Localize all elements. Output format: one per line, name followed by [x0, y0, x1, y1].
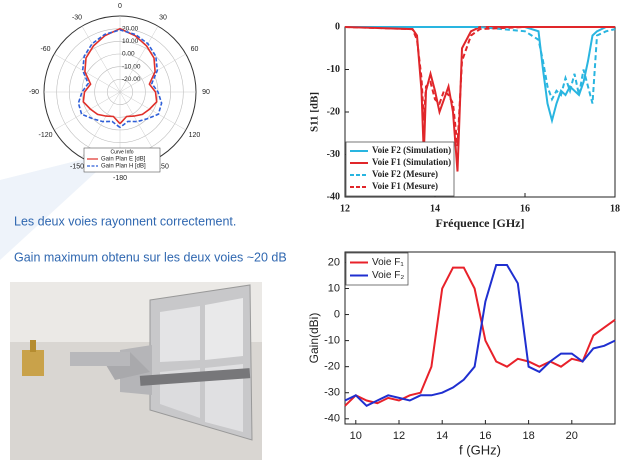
- y-axis-label: S11 [dB]: [309, 92, 321, 132]
- x-tick-label: 18: [610, 203, 620, 214]
- y-tick-label: -40: [327, 191, 340, 202]
- x-tick-label: 12: [393, 430, 405, 442]
- spoke: [54, 53, 121, 93]
- x-tick-label: 16: [520, 203, 530, 214]
- r-tick-label: 0.00: [122, 51, 135, 58]
- x-tick-label: 10: [350, 430, 362, 442]
- x-tick-label: 20: [566, 430, 578, 442]
- s11-chart: 12 14 16 18 -40 -30 -20 -10 0 Fréquence [GHz] S11 …: [309, 21, 620, 229]
- y-tick-label: -30: [324, 387, 340, 399]
- legend-label: Voie F₁: [372, 257, 404, 268]
- angle-label: 30: [159, 14, 167, 21]
- legend-box: [345, 252, 409, 286]
- angle-label: -180: [113, 175, 127, 182]
- angle-label: 0: [118, 3, 122, 10]
- antenna-photo: [10, 282, 262, 460]
- legend-label: Voie F2 (Simulation): [372, 145, 451, 155]
- spoke: [119, 53, 186, 93]
- angle-label: 60: [191, 46, 199, 53]
- legend-title: Curve Info: [110, 149, 133, 155]
- legend-box: [83, 147, 161, 173]
- angle-label: 90: [202, 89, 210, 96]
- r-tick-label: -10.00: [122, 63, 141, 70]
- y-axis-label: Gain(dBi): [307, 313, 321, 364]
- spoke: [119, 91, 159, 158]
- angle-label: 150: [157, 163, 169, 170]
- y-tick-label: -20: [327, 106, 340, 117]
- x-tick-label: 18: [522, 430, 534, 442]
- r-tick-label: 10.00: [122, 38, 139, 45]
- spoke: [81, 26, 121, 93]
- y-tick-label: -40: [324, 413, 340, 425]
- series-line: [344, 264, 616, 408]
- legend-label: Gain Plan H [dB]: [101, 164, 146, 170]
- r-tick-label: 20.00: [122, 25, 139, 32]
- x-axis-label: f (GHz): [459, 442, 501, 457]
- x-axis-label: Fréquence [GHz]: [436, 216, 525, 230]
- y-tick-label: -10: [327, 64, 340, 75]
- legend-label: Voie F₂: [372, 270, 404, 281]
- series-line: [344, 26, 615, 147]
- x-tick-label: 16: [479, 430, 491, 442]
- y-tick-label: -30: [327, 149, 340, 160]
- text-line: Gain maximum obtenu sur les deux voies ~…: [14, 250, 287, 264]
- series-line: [344, 266, 616, 407]
- x-tick-label: 14: [430, 203, 440, 214]
- y-tick-label: 0: [334, 308, 340, 320]
- angle-label: -150: [70, 163, 84, 170]
- y-tick-label: -20: [324, 361, 340, 373]
- series-line: [345, 26, 616, 104]
- spoke: [54, 91, 121, 131]
- angle-label: -90: [29, 89, 39, 96]
- legend-label: Voie F2 (Mesure): [372, 169, 438, 179]
- spoke: [119, 91, 186, 131]
- angle-label: 120: [189, 132, 201, 139]
- gain-chart: 10 12 14 16 18 20 -40 -30 -20 -10 0 10 20 f (GHz) Gain…: [307, 251, 616, 457]
- pattern-line: [82, 27, 158, 125]
- polar-chart: 20.00 10.00 0.00 -10.00 -20.00 -180 -150 -120 -9…: [29, 3, 210, 182]
- spoke: [81, 91, 121, 158]
- y-tick-label: 10: [328, 282, 340, 294]
- angle-label: -60: [40, 46, 50, 53]
- y-tick-label: 0: [335, 21, 340, 32]
- spoke: [119, 26, 159, 93]
- legend-label: Voie F1 (Simulation): [372, 157, 451, 167]
- x-tick-label: 12: [340, 203, 350, 214]
- y-tick-label: -10: [324, 335, 340, 347]
- x-tick-label: 14: [436, 430, 448, 442]
- legend-label: Voie F1 (Mesure): [372, 181, 438, 191]
- decor: [0, 150, 120, 260]
- legend-label: Gain Plan E [dB]: [101, 157, 146, 163]
- angle-label: -120: [39, 132, 53, 139]
- angle-label: -30: [72, 14, 82, 21]
- pattern-line: [77, 29, 163, 129]
- r-tick-label: -20.00: [122, 76, 141, 83]
- y-tick-label: 20: [328, 256, 340, 268]
- text-line: Les deux voies rayonnent correctement.: [14, 214, 236, 228]
